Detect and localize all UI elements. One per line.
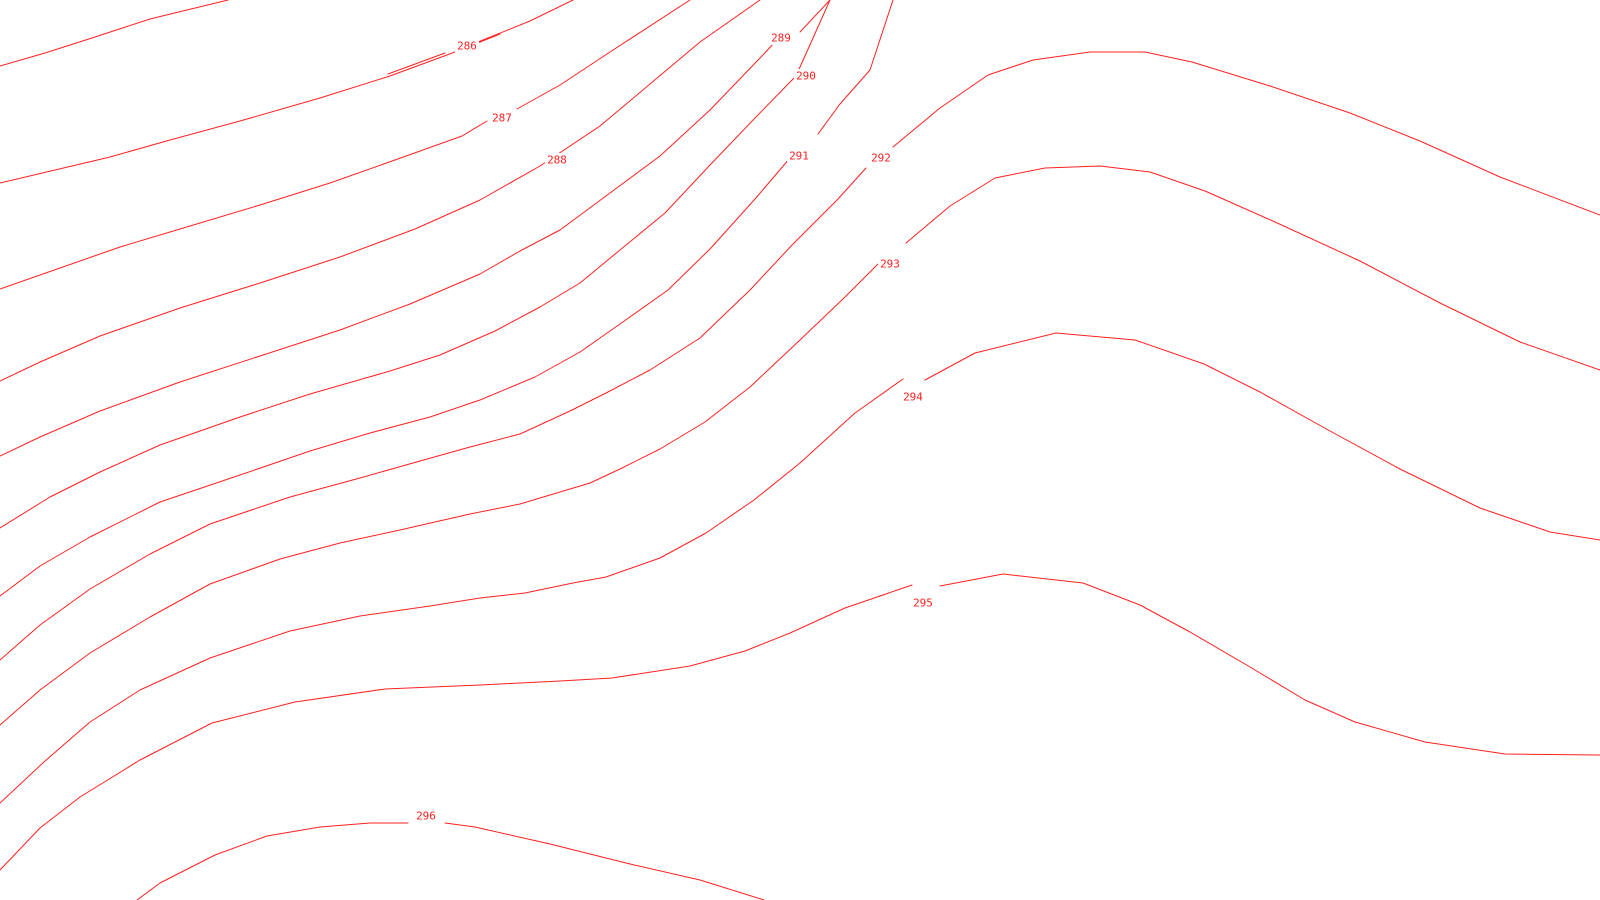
contour-line-292-segment-1	[0, 157, 791, 597]
contour-label-289: 289	[771, 32, 791, 45]
contour-line-286-segment-3	[477, 0, 574, 43]
contour-label-294: 294	[903, 391, 923, 404]
contour-label-background	[869, 151, 893, 165]
contour-line-295-segment-2	[939, 573, 1600, 756]
contour-line-287-segment-1	[0, 33, 501, 184]
contour-line-294-segment-1	[0, 261, 881, 726]
contour-line-293-segment-1	[0, 167, 867, 661]
contour-line-291-segment-1	[0, 0, 831, 529]
contour-289	[0, 0, 761, 382]
contour-label-background	[878, 257, 902, 271]
contour-line-294-segment-4	[924, 332, 1600, 541]
contour-line-286-segment-2	[387, 52, 446, 75]
contour-label-background	[911, 596, 935, 610]
contour-line-294-segment-2	[905, 165, 1600, 371]
contour-label-background	[787, 149, 811, 163]
contour-296	[136, 822, 765, 900]
contour-line-292-segment-2	[817, 0, 894, 135]
contour-295	[0, 573, 1600, 871]
contour-294	[0, 165, 1600, 804]
contour-label-background	[414, 809, 438, 823]
contour-label-287: 287	[492, 112, 512, 125]
contour-line-289-segment-1	[0, 0, 761, 382]
contour-line-294-segment-3	[0, 378, 904, 804]
contour-label-background	[901, 390, 925, 404]
contour-line-293-segment-2	[892, 51, 1600, 216]
contour-label-286: 286	[457, 40, 477, 53]
contour-line-296-segment-1	[136, 822, 409, 900]
contour-label-291: 291	[789, 150, 809, 163]
contour-label-292: 292	[871, 152, 891, 165]
contour-label-background	[490, 111, 514, 125]
contour-line-290-segment-2	[799, 0, 831, 33]
contour-287	[0, 33, 501, 184]
contour-290	[0, 0, 831, 457]
contour-line-286-segment-1	[0, 0, 229, 67]
contour-288	[0, 0, 691, 290]
contour-line-296-segment-2	[444, 822, 765, 900]
contour-line-290-segment-1	[0, 41, 776, 457]
contour-286	[0, 0, 574, 75]
contour-line-288-segment-1	[0, 120, 488, 290]
contour-292	[0, 0, 894, 597]
contour-label-background	[545, 153, 569, 167]
contour-labels-layer: 286 287 288 289 290 291 292 293 294 295 296	[414, 31, 935, 823]
contour-line-288-segment-2	[516, 0, 691, 110]
contour-label-296: 296	[416, 810, 436, 823]
contour-label-295: 295	[913, 597, 933, 610]
contour-label-background	[455, 39, 479, 53]
contour-label-290: 290	[796, 70, 816, 83]
contour-291	[0, 0, 831, 529]
contour-label-288: 288	[547, 154, 567, 167]
contour-label-293: 293	[880, 258, 900, 271]
contour-line-295-segment-1	[0, 584, 913, 871]
contour-label-background	[794, 69, 818, 83]
contour-label-background	[769, 31, 793, 45]
contour-293	[0, 51, 1600, 661]
